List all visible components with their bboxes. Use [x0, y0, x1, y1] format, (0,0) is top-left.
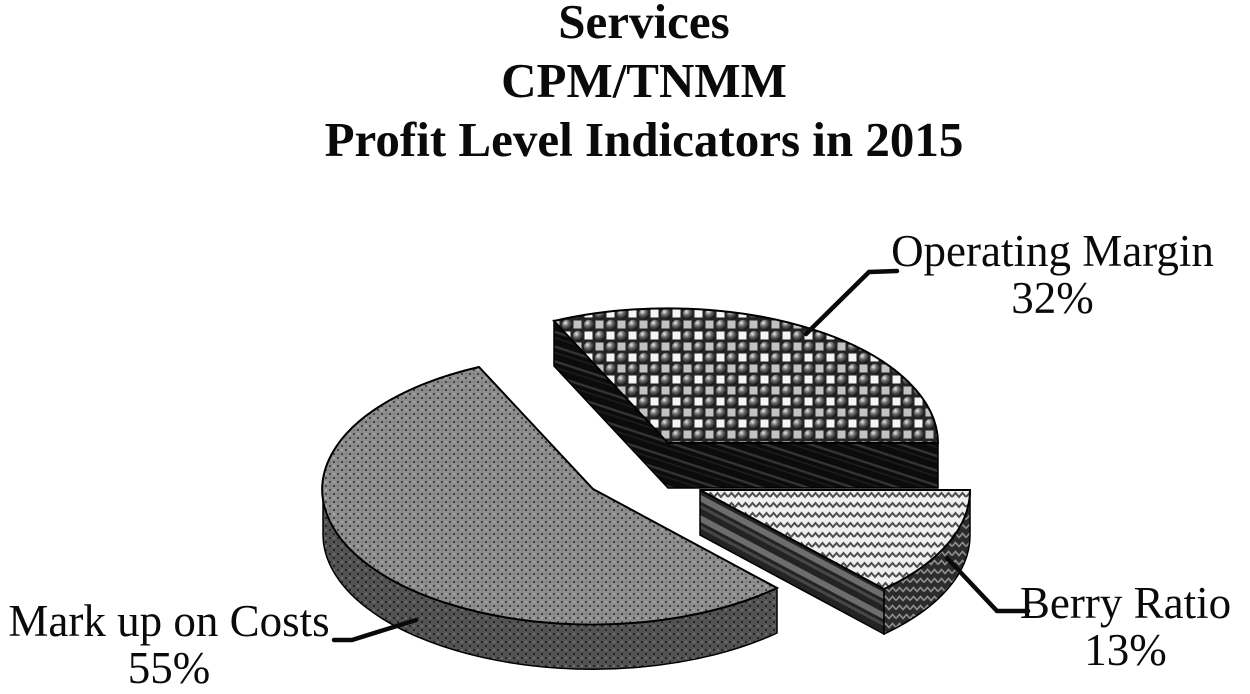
data-label-mark-up-on-costs-text: Mark up on Costs [8, 596, 330, 646]
data-label-mark-up-on-costs: Mark up on Costs 55% [0, 598, 338, 692]
chart-title-line-1: Services [558, 0, 730, 49]
data-label-operating-margin-text: Operating Margin [891, 226, 1214, 276]
chart-title-line-3: Profit Level Indicators in 2015 [324, 112, 964, 167]
pie-slice-mark-up-on-costs-top [321, 365, 780, 626]
data-label-berry-ratio: Berry Ratio 13% [1008, 580, 1243, 674]
data-label-operating-margin-pct: 32% [1011, 273, 1094, 323]
pie-slice-berry-ratio-top [699, 489, 972, 591]
pie-slice-operating-margin [552, 307, 940, 489]
leader-line-operating-margin [803, 268, 900, 337]
data-label-operating-margin: Operating Margin 32% [880, 228, 1225, 322]
data-label-berry-ratio-pct: 13% [1084, 625, 1167, 675]
leader-line-mark-up-on-costs [331, 617, 419, 643]
chart-title-line-2: CPM/TNMM [501, 53, 787, 108]
data-label-berry-ratio-text: Berry Ratio [1019, 578, 1232, 628]
pie-slice-mark-up-on-costs [321, 365, 780, 670]
data-label-mark-up-on-costs-pct: 55% [127, 643, 211, 693]
chart-title: Services CPM/TNMM Profit Level Indicator… [19, 0, 1250, 169]
leader-line-berry-ratio [944, 555, 1031, 614]
pie-slice-berry-ratio [699, 488, 972, 636]
